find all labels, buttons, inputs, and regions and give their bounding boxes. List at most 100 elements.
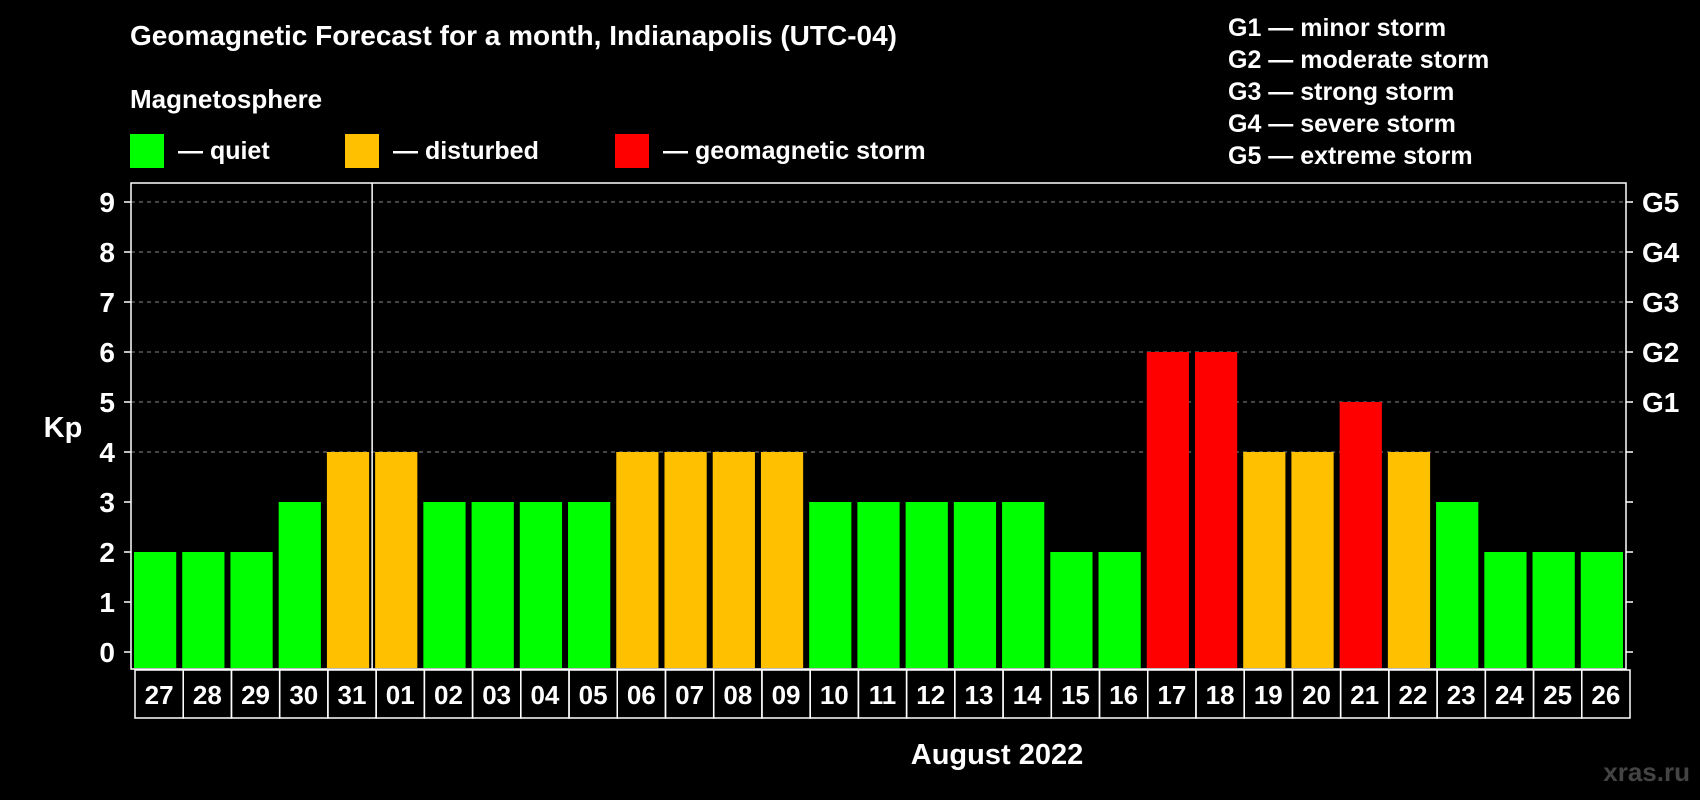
bar-10 (809, 502, 852, 668)
category-label-01: 01 (386, 680, 415, 710)
category-label-07: 07 (675, 680, 704, 710)
chart-title: Geomagnetic Forecast for a month, Indian… (130, 20, 897, 51)
category-label-28: 28 (193, 680, 222, 710)
bar-27 (134, 552, 177, 668)
bar-23 (1436, 502, 1479, 668)
legend-swatch-quiet (130, 134, 164, 168)
category-label-06: 06 (627, 680, 656, 710)
bar-17 (1146, 352, 1189, 668)
category-label-26: 26 (1591, 680, 1620, 710)
magnetosphere-title: Magnetosphere (130, 84, 323, 114)
category-label-08: 08 (723, 680, 752, 710)
bar-01 (375, 452, 418, 668)
legend-label-storm: — geomagnetic storm (663, 136, 926, 165)
category-label-31: 31 (338, 680, 367, 710)
bar-07 (664, 452, 707, 668)
category-label-13: 13 (964, 680, 993, 710)
g-legend-item-g5: G5 — extreme storm (1228, 142, 1473, 170)
category-label-29: 29 (241, 680, 270, 710)
category-label-11: 11 (869, 680, 897, 710)
bar-22 (1387, 452, 1431, 668)
legend-label-disturbed: — disturbed (393, 136, 539, 165)
category-label-09: 09 (772, 680, 801, 710)
category-box (1581, 669, 1631, 719)
category-label-27: 27 (145, 680, 174, 710)
y-tick-label-9: 9 (99, 187, 115, 218)
bar-19 (1243, 452, 1286, 668)
bar-04 (519, 502, 563, 668)
y-tick-label-3: 3 (99, 487, 115, 518)
bar-06 (616, 452, 659, 668)
y-tick-label-7: 7 (99, 287, 115, 318)
g-scale-legend: G1 — minor storm G2 — moderate storm G3 … (1228, 12, 1489, 172)
category-label-04: 04 (530, 680, 559, 710)
category-label-19: 19 (1254, 680, 1283, 710)
y-tick-label-4: 4 (99, 437, 115, 468)
legend-item-quiet: — quiet (130, 134, 270, 168)
x-axis-label: August 2022 (911, 739, 1083, 771)
category-label-02: 02 (434, 680, 463, 710)
bar-30 (278, 502, 321, 668)
bar-28 (182, 552, 225, 668)
category-label-12: 12 (916, 680, 945, 710)
category-label-16: 16 (1109, 680, 1138, 710)
category-label-25: 25 (1543, 680, 1572, 710)
bar-03 (471, 502, 514, 668)
bar-29 (230, 552, 273, 668)
bar-11 (857, 502, 900, 668)
right-axis-label-g4: G4 (1642, 237, 1680, 268)
plot-frame (130, 182, 1627, 670)
category-label-05: 05 (579, 680, 608, 710)
y-axis-label: Kp (44, 412, 83, 444)
legend-label-quiet: — quiet (178, 136, 270, 165)
g-legend-item-g3: G3 — strong storm (1228, 78, 1455, 106)
category-label-10: 10 (820, 680, 849, 710)
legend-swatch-disturbed (345, 134, 379, 168)
y-tick-label-8: 8 (99, 237, 115, 268)
g-legend-item-g1: G1 — minor storm (1228, 14, 1447, 42)
category-label-17: 17 (1157, 680, 1186, 710)
bar-16 (1098, 552, 1141, 668)
bar-26 (1580, 552, 1623, 668)
right-axis-label-g2: G2 (1642, 337, 1679, 368)
category-label-18: 18 (1206, 680, 1235, 710)
category-label-03: 03 (482, 680, 511, 710)
bar-21 (1339, 402, 1382, 668)
bar-05 (568, 502, 611, 668)
category-label-14: 14 (1013, 680, 1042, 710)
category-label-30: 30 (289, 680, 318, 710)
bar-13 (953, 502, 997, 668)
category-label-23: 23 (1447, 680, 1476, 710)
g-legend-item-g4: G4 — severe storm (1228, 110, 1456, 138)
bar-25 (1532, 552, 1575, 668)
bar-18 (1194, 352, 1238, 668)
watermark: xras.ru (1603, 757, 1690, 787)
category-label-20: 20 (1302, 680, 1331, 710)
y-tick-label-6: 6 (99, 337, 115, 368)
bar-15 (1050, 552, 1093, 668)
right-axis-label-g5: G5 (1642, 187, 1679, 218)
bar-24 (1484, 552, 1527, 668)
category-label-15: 15 (1061, 680, 1090, 710)
g-legend-item-g2: G2 — moderate storm (1228, 46, 1490, 74)
category-label-21: 21 (1350, 680, 1379, 710)
right-axis-label-g3: G3 (1642, 287, 1679, 318)
y-tick-label-2: 2 (99, 537, 115, 568)
bar-20 (1291, 452, 1334, 668)
legend-item-storm: — geomagnetic storm (615, 134, 926, 168)
category-label-22: 22 (1399, 680, 1428, 710)
legend-item-disturbed: — disturbed (345, 134, 539, 168)
y-tick-label-1: 1 (99, 587, 115, 618)
bar-14 (1002, 502, 1045, 668)
bar-31 (326, 452, 370, 668)
category-label-24: 24 (1495, 680, 1524, 710)
legend-swatch-storm (615, 134, 649, 168)
bar-08 (712, 452, 755, 668)
y-tick-label-0: 0 (99, 637, 115, 668)
bar-09 (760, 452, 804, 668)
y-tick-label-5: 5 (99, 387, 115, 418)
bar-12 (905, 502, 948, 668)
right-axis-label-g1: G1 (1642, 387, 1679, 418)
bar-02 (423, 502, 466, 668)
